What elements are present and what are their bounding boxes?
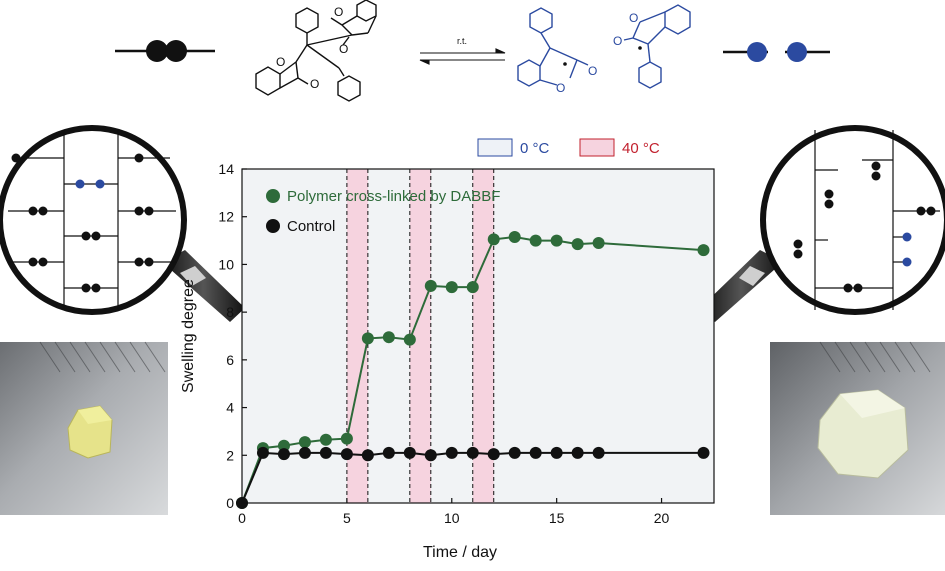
data-point-control-7 [382,446,395,459]
data-point-control-4 [319,446,332,459]
y-tick-label: 6 [226,352,234,368]
data-point-control-3 [298,446,311,459]
data-point-dabbf-11 [466,281,479,294]
data-point-control-5 [340,448,353,461]
data-point-control-12 [487,448,500,461]
equilibrium-arrows [419,48,506,65]
legend-label-control: Control [287,218,335,235]
series-control [236,446,710,509]
network-diagram-bonded [8,130,176,310]
small-gel-cube [67,405,113,459]
svg-text:O: O [588,64,597,78]
x-tick-label: 10 [444,510,460,526]
y-tick-label: 10 [218,256,234,272]
dabbf-dimer-structure [255,0,377,102]
y-tick-label: 8 [226,304,234,320]
data-point-dabbf-10 [445,281,458,294]
swelling-chart: 0 5 10 15 20 0 2 4 6 8 10 12 14 Polymer cross-linked… [180,161,715,561]
data-point-control-1 [256,446,269,459]
cold-label: 0 °C [520,140,550,157]
x-tick-label: 20 [654,510,670,526]
heating-band-2 [409,169,431,503]
y-tick-label: 4 [226,400,234,416]
y-tick-label: 12 [218,209,234,225]
svg-text:O: O [310,77,319,91]
data-point-dabbf-7 [382,331,395,344]
legend-marker-control [266,219,280,233]
radical-structure-1 [517,7,589,87]
plot-frame [241,168,715,504]
hot-label: 40 °C [622,140,660,157]
data-point-control-13 [508,446,521,459]
data-point-control-9 [424,449,437,462]
data-point-dabbf-15 [550,234,563,247]
data-point-control-15 [550,446,563,459]
temperature-legend: 0 °C 40 °C [477,138,660,157]
x-tick-label: 15 [549,510,565,526]
data-point-control-2 [277,448,290,461]
swollen-gel-cube [817,389,909,479]
data-point-control-16 [571,446,584,459]
bonded-dimer-symbol [115,40,215,62]
data-series [236,230,710,509]
data-point-control-8 [403,446,416,459]
left-magnifier [0,125,245,322]
data-point-control-6 [361,449,374,462]
axes: 0 5 10 15 20 0 2 4 6 8 10 12 14 [218,161,669,526]
data-point-dabbf-4 [319,433,332,446]
y-axis-label: Swelling degree [180,279,197,393]
radical-structure-2 [623,4,691,89]
radical-pair-symbol [723,42,830,62]
svg-text:O: O [339,42,348,56]
data-point-control-17 [592,446,605,459]
y-tick-label: 2 [226,447,234,463]
svg-text:O: O [276,55,285,69]
y-tick-label: 0 [226,495,234,511]
heating-band-1 [346,169,368,503]
data-point-dabbf-17 [592,236,605,249]
data-point-dabbf-9 [424,279,437,292]
data-point-dabbf-16 [571,238,584,251]
data-point-control-10 [445,446,458,459]
x-tick-label: 5 [343,510,351,526]
data-point-dabbf-8 [403,333,416,346]
data-point-control-18 [697,446,710,459]
chart-legend: Polymer cross-linked by DABBF Control [266,188,500,235]
data-point-dabbf-5 [340,432,353,445]
y-tick-label: 14 [218,161,234,177]
data-point-dabbf-14 [529,234,542,247]
right-magnifier [700,125,945,322]
svg-text:O: O [613,34,622,48]
legend-label-dabbf: Polymer cross-linked by DABBF [287,188,500,205]
data-point-dabbf-3 [298,436,311,449]
svg-text:O: O [334,5,343,19]
x-axis-label: Time / day [423,544,497,561]
left-photo [0,341,168,515]
data-point-control-14 [529,446,542,459]
svg-text:O: O [629,11,638,25]
data-point-dabbf-6 [361,332,374,345]
data-point-dabbf-18 [697,244,710,257]
x-tick-label: 0 [238,510,246,526]
data-point-dabbf-12 [487,233,500,246]
data-point-dabbf-2 [277,439,290,452]
svg-text:O: O [556,81,565,95]
hot-swatch [579,138,615,157]
data-point-dabbf-13 [508,230,521,243]
right-photo [770,341,945,515]
cold-swatch [477,138,513,157]
arrow-label: r.t. [457,36,467,46]
data-point-control-11 [466,446,479,459]
reaction-scheme: O O O O r.t. O O [115,0,830,102]
legend-marker-dabbf [266,189,280,203]
